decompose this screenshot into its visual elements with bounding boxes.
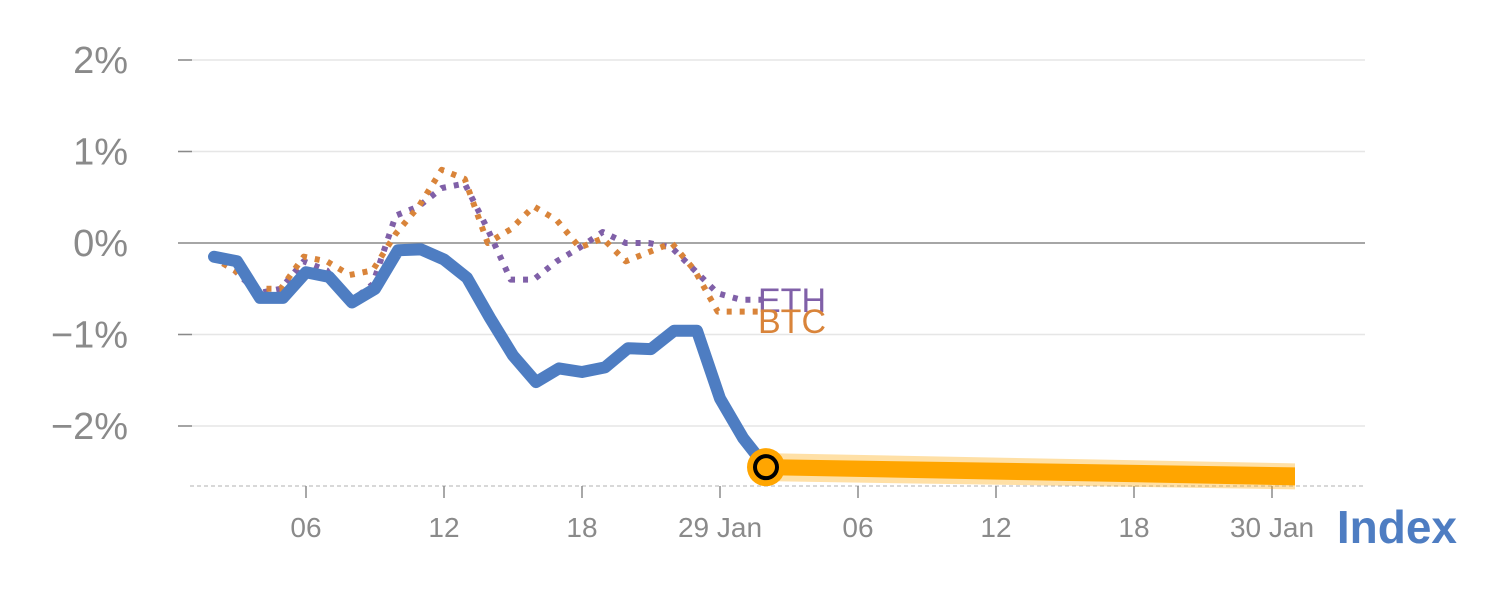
series-lines [208, 166, 1295, 490]
grid [178, 59, 1365, 487]
forecast-band-core [766, 459, 1295, 486]
x-tick-label: 18 [566, 512, 597, 543]
x-tick-label: 06 [290, 512, 321, 543]
x-tick-label: 29 Jan [678, 512, 762, 543]
x-tick-label: 12 [980, 512, 1011, 543]
y-tick-label: −1% [51, 315, 128, 357]
x-tick-label: 30 Jan [1230, 512, 1314, 543]
y-tick-label: 1% [73, 132, 128, 174]
y-tick-label: 0% [73, 223, 128, 265]
x-axis: 06 12 18 29 Jan 06 12 18 30 Jan [290, 486, 1314, 543]
y-axis: 2% 1% 0% −1% −2% [51, 40, 128, 448]
x-tick-label: 18 [1118, 512, 1149, 543]
btc-line [210, 166, 764, 315]
x-tick-label: 12 [428, 512, 459, 543]
y-tick-label: −2% [51, 406, 128, 448]
btc-label: BTC [758, 303, 826, 341]
end-marker [753, 454, 779, 481]
eth-line [210, 180, 764, 306]
index-label: Index [1337, 501, 1458, 553]
index-line [208, 243, 772, 474]
eth-label: ETH [758, 282, 826, 320]
y-tick-label: 2% [73, 40, 128, 82]
x-tick-label: 06 [842, 512, 873, 543]
